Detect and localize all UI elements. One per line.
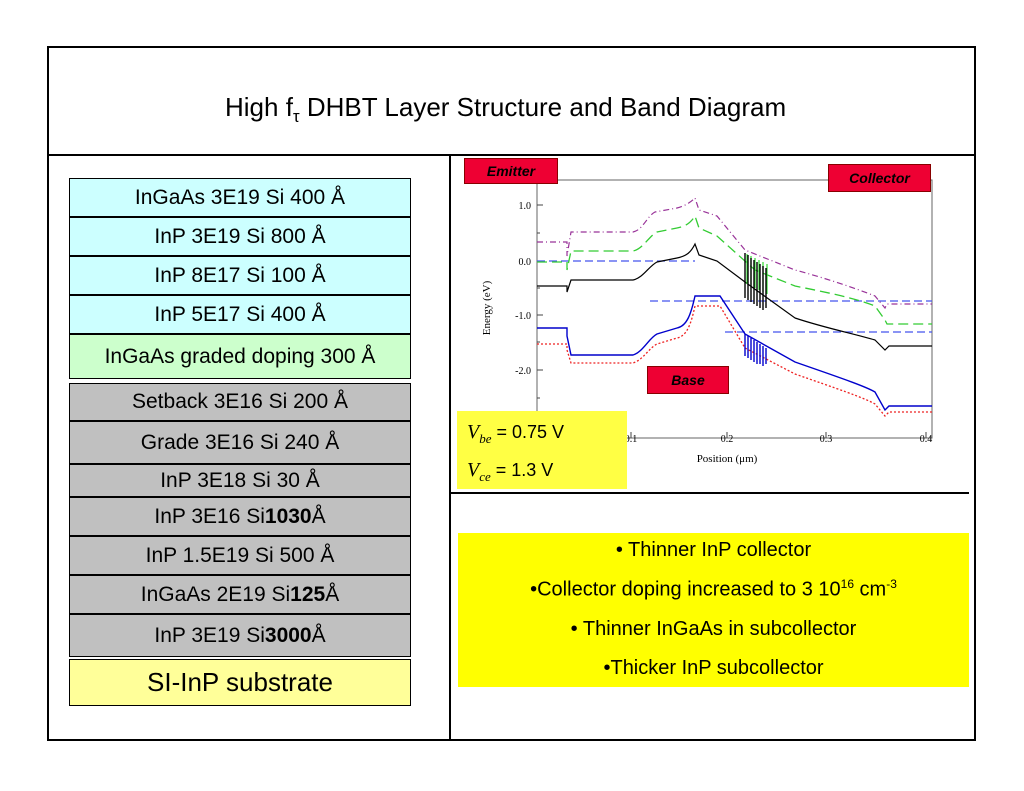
layer-8: InP 3E18 Si 30 Å bbox=[69, 464, 411, 497]
note-2: •Collector doping increased to 3 1016 cm… bbox=[530, 577, 897, 601]
layer-9: InP 3E16 Si 1030 Å bbox=[69, 497, 411, 536]
layer-7: Grade 3E16 Si 240 Å bbox=[69, 421, 411, 464]
layer-substrate: SI-InP substrate bbox=[69, 659, 411, 706]
base-tag: Base bbox=[647, 366, 729, 394]
y-tick-label-4: -2.0 bbox=[515, 366, 531, 377]
vce-label: Vce = 1.3 V bbox=[467, 459, 554, 484]
collector-tag: Collector bbox=[828, 164, 931, 192]
x-tick-label-4: 0.4 bbox=[920, 434, 933, 445]
x-tick-label-2: 0.2 bbox=[721, 434, 734, 445]
black-spikes bbox=[744, 253, 767, 310]
layer-6: Setback 3E16 Si 200 Å bbox=[69, 383, 411, 421]
bias-conditions: Vbe = 0.75 V Vce = 1.3 V bbox=[457, 411, 627, 489]
layer-3: InP 8E17 Si 100 Å bbox=[69, 256, 411, 295]
note-4: •Thicker InP subcollector bbox=[603, 657, 824, 679]
layer-5: InGaAs graded doping 300 Å bbox=[69, 334, 411, 379]
x-tick-label-1: 0.1 bbox=[625, 434, 638, 445]
slide-title: High fτ DHBT Layer Structure and Band Di… bbox=[225, 92, 787, 126]
layer-1: InGaAs 3E19 Si 400 Å bbox=[69, 178, 411, 217]
layer-10: InP 1.5E19 Si 500 Å bbox=[69, 536, 411, 575]
layer-4: InP 5E17 Si 400 Å bbox=[69, 295, 411, 334]
column-divider bbox=[449, 154, 451, 741]
right-divider bbox=[449, 492, 969, 494]
band-green-curve bbox=[537, 214, 932, 325]
plot-area bbox=[536, 179, 933, 439]
y-tick-label-2: 0.0 bbox=[519, 257, 532, 268]
layer-2: InP 3E19 Si 800 Å bbox=[69, 217, 411, 256]
note-1: • Thinner InP collector bbox=[615, 539, 812, 561]
vbe-label: Vbe = 0.75 V bbox=[467, 421, 565, 446]
x-axis-label: Position (μm) bbox=[697, 453, 758, 465]
note-3: • Thinner InGaAs in subcollector bbox=[570, 618, 857, 640]
valence-band bbox=[537, 295, 932, 412]
slide-frame bbox=[47, 46, 976, 741]
x-axis-ticks bbox=[630, 432, 927, 438]
y-tick-label-3: -1.0 bbox=[515, 311, 531, 322]
layer-12: InP 3E19 Si 3000 Å bbox=[69, 614, 411, 657]
conduction-band bbox=[537, 242, 932, 351]
title-divider bbox=[47, 154, 976, 156]
band-diagram: 1.0 0.0 -1.0 -2.0 Energy (eV) 0.1 0.2 0.… bbox=[481, 179, 933, 465]
x-tick-label-3: 0.3 bbox=[820, 434, 833, 445]
y-axis-label: Energy (eV) bbox=[481, 280, 493, 335]
notes-box: • Thinner InP collector •Collector dopin… bbox=[458, 533, 969, 687]
y-tick-label-1: 1.0 bbox=[519, 201, 532, 212]
emitter-tag: Emitter bbox=[464, 158, 558, 184]
layer-11: InGaAs 2E19 Si 125 Å bbox=[69, 575, 411, 614]
band-upper-curve bbox=[537, 196, 932, 310]
blue-spikes bbox=[744, 334, 767, 366]
band-red-curve bbox=[537, 305, 932, 417]
y-axis-ticks bbox=[537, 204, 543, 399]
